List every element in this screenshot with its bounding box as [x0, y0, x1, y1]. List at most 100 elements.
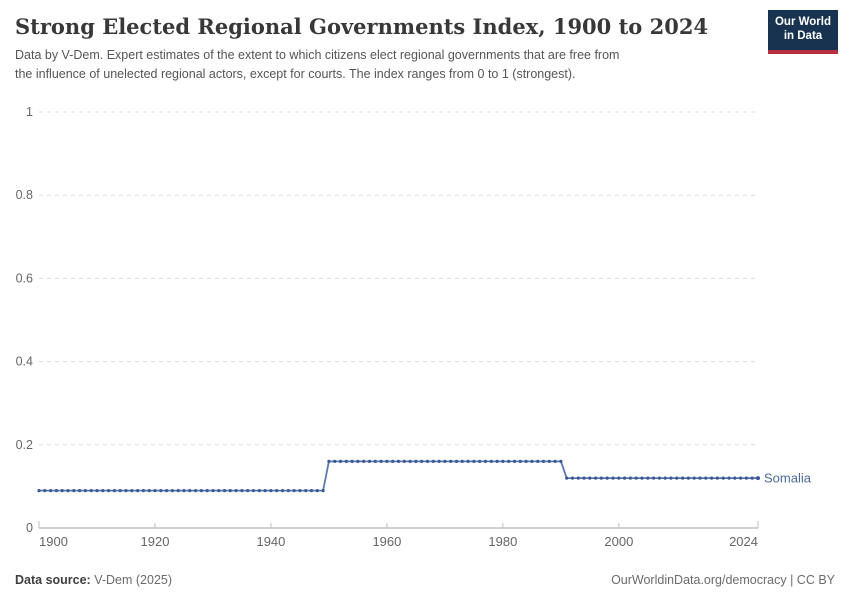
data-point	[246, 489, 250, 493]
data-point	[524, 459, 528, 463]
data-point	[623, 476, 627, 480]
data-point	[367, 459, 372, 463]
data-point	[449, 459, 453, 463]
chart-footer: Data source: V-Dem (2025) OurWorldinData…	[15, 573, 835, 587]
data-point	[362, 459, 366, 463]
data-point	[373, 459, 377, 463]
data-point	[611, 476, 615, 480]
data-point	[165, 489, 169, 493]
data-point	[576, 476, 580, 480]
data-point	[536, 459, 540, 463]
data-point	[727, 476, 731, 480]
data-point	[425, 459, 430, 463]
data-point	[460, 459, 464, 463]
data-point	[686, 476, 691, 480]
data-point	[594, 476, 598, 480]
y-tick-label: 0	[26, 521, 33, 535]
data-point	[478, 459, 482, 463]
data-point	[657, 476, 662, 480]
data-point	[588, 476, 592, 480]
owid-logo-line2: in Data	[783, 29, 823, 42]
owid-credit-link[interactable]: OurWorldinData.org/democracy | CC BY	[611, 573, 835, 587]
owid-logo[interactable]: Our World in Data	[768, 10, 838, 54]
data-point	[698, 476, 702, 480]
data-point	[304, 489, 308, 493]
data-point	[512, 459, 517, 463]
data-point	[78, 489, 82, 493]
data-point	[199, 489, 203, 493]
data-point	[49, 489, 53, 493]
data-point	[739, 476, 743, 480]
x-tick-label: 1920	[141, 534, 170, 549]
data-point	[147, 489, 151, 493]
data-point	[565, 476, 569, 480]
data-point	[43, 489, 47, 493]
x-tick-label: 1960	[372, 534, 401, 549]
data-point	[136, 489, 140, 493]
data-point	[483, 459, 488, 463]
data-point	[431, 459, 435, 463]
data-point	[495, 459, 499, 463]
data-point	[153, 489, 157, 493]
data-point	[570, 476, 575, 480]
data-point	[205, 489, 209, 493]
data-point	[617, 476, 621, 480]
data-point	[118, 489, 122, 493]
data-point	[420, 459, 424, 463]
data-point	[280, 489, 285, 493]
data-point	[234, 489, 238, 493]
data-point	[240, 489, 244, 493]
data-point	[414, 459, 418, 463]
data-point	[338, 459, 343, 463]
y-tick-label: 0.4	[16, 355, 33, 369]
x-tick-label: 1900	[39, 534, 68, 549]
data-point	[507, 459, 511, 463]
chart-title: Strong Elected Regional Governments Inde…	[15, 14, 709, 39]
data-point	[159, 489, 163, 493]
data-point	[501, 459, 505, 463]
data-point	[222, 489, 227, 493]
data-point	[292, 489, 296, 493]
data-point	[379, 459, 383, 463]
owid-logo-line1: Our World	[774, 16, 831, 28]
data-point	[391, 459, 395, 463]
data-source-value: V-Dem (2025)	[90, 573, 173, 587]
data-point	[518, 459, 522, 463]
data-point	[176, 489, 180, 493]
data-point	[275, 489, 279, 493]
data-point	[599, 476, 604, 480]
data-source-label: Data source:	[15, 573, 91, 587]
data-point	[704, 476, 708, 480]
somalia-line[interactable]	[39, 460, 758, 492]
data-point	[309, 489, 314, 493]
data-point	[257, 489, 261, 493]
data-point	[408, 459, 412, 463]
data-point	[628, 476, 633, 480]
data-point	[396, 459, 401, 463]
data-point	[356, 459, 360, 463]
data-point	[83, 489, 87, 493]
data-point	[286, 489, 290, 493]
data-source-note: Data source: V-Dem (2025)	[15, 573, 172, 587]
data-point	[170, 489, 174, 493]
data-point	[489, 459, 493, 463]
data-point	[194, 489, 198, 493]
x-tick-label: 1980	[488, 534, 517, 549]
data-point	[107, 489, 111, 493]
data-point	[350, 459, 354, 463]
chart-subtitle-line1: Data by V-Dem. Expert estimates of the e…	[15, 48, 620, 63]
data-point	[321, 489, 325, 493]
data-point	[263, 489, 267, 493]
series-label-somalia[interactable]: Somalia	[764, 471, 812, 486]
data-point	[652, 476, 656, 480]
data-point	[298, 489, 302, 493]
data-point	[466, 459, 470, 463]
data-point	[101, 489, 105, 493]
data-point	[640, 476, 644, 480]
data-point	[182, 489, 186, 493]
data-point	[547, 459, 551, 463]
data-point	[750, 476, 754, 480]
x-tick-label: 2024	[729, 534, 758, 549]
